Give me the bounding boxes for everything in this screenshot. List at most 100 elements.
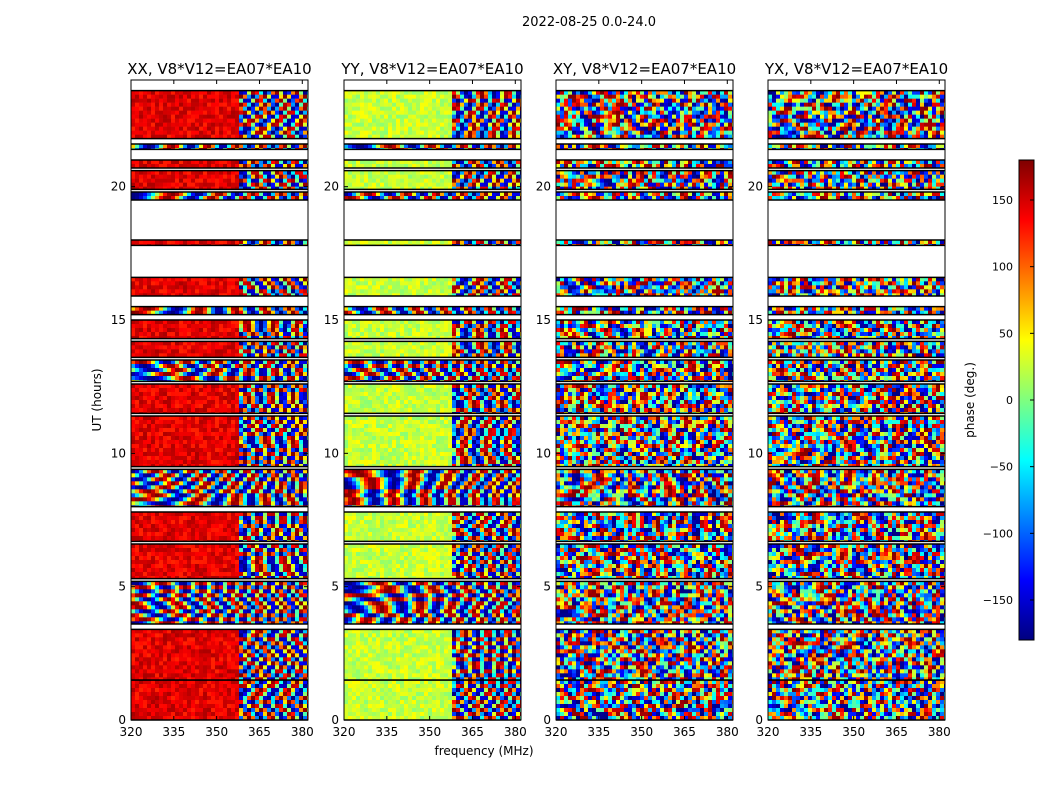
heatmap-cell [291, 613, 295, 617]
heatmap-cell [303, 428, 307, 432]
heatmap-cell [251, 560, 255, 564]
heatmap-cell [203, 424, 207, 428]
heatmap-cell [255, 536, 259, 540]
heatmap-cell [147, 440, 151, 444]
heatmap-cell [147, 568, 151, 572]
heatmap-cell [271, 444, 275, 448]
heatmap-cell [143, 708, 147, 712]
heatmap-cell [259, 633, 263, 637]
heatmap-cell [283, 428, 287, 432]
heatmap-cell [179, 637, 183, 641]
heatmap-cell [187, 593, 191, 597]
heatmap-cell [239, 601, 243, 605]
heatmap-cell [275, 708, 279, 712]
heatmap-cell [167, 536, 171, 540]
heatmap-cell [195, 661, 199, 665]
heatmap-cell [175, 653, 179, 657]
heatmap-cell [167, 593, 171, 597]
heatmap-cell [163, 568, 167, 572]
heatmap-cell [163, 637, 167, 641]
heatmap-cell [263, 669, 267, 673]
heatmap-cell [167, 617, 171, 621]
heatmap-cell [131, 568, 135, 572]
heatmap-cell [275, 692, 279, 696]
heatmap-cell [191, 428, 195, 432]
heatmap-cell [151, 669, 155, 673]
heatmap-cell [143, 704, 147, 708]
heatmap-cell [207, 609, 211, 613]
heatmap-cell [179, 528, 183, 532]
heatmap-cell [279, 440, 283, 444]
heatmap-cell [299, 637, 303, 641]
heatmap-cell [187, 708, 191, 712]
heatmap-cell [203, 657, 207, 661]
heatmap-cell [239, 564, 243, 568]
heatmap-cell [135, 444, 139, 448]
heatmap-cell [195, 424, 199, 428]
heatmap-cell [191, 520, 195, 524]
heatmap-cell [255, 493, 259, 497]
heatmap-cell [291, 489, 295, 493]
heatmap-cell [167, 420, 171, 424]
heatmap-cell [131, 444, 135, 448]
heatmap-cell [299, 692, 303, 696]
heatmap-cell [191, 440, 195, 444]
heatmap-cell [239, 444, 243, 448]
heatmap-cell [243, 609, 247, 613]
heatmap-cell [135, 568, 139, 572]
heatmap-cell [143, 452, 147, 456]
heatmap-cell [187, 700, 191, 704]
heatmap-cell [167, 489, 171, 493]
heatmap-cell [187, 436, 191, 440]
heatmap-cell [135, 548, 139, 552]
heatmap-cell [183, 696, 187, 700]
heatmap-cell [203, 704, 207, 708]
heatmap-cell [287, 432, 291, 436]
heatmap-cell [195, 700, 199, 704]
heatmap-cell [183, 661, 187, 665]
heatmap-cell [191, 501, 195, 505]
heatmap-cell [155, 481, 159, 485]
heatmap-cell [191, 516, 195, 520]
heatmap-cell [147, 637, 151, 641]
heatmap-cell [271, 428, 275, 432]
heatmap-cell [151, 665, 155, 669]
heatmap-cell [171, 568, 175, 572]
heatmap-cell [135, 688, 139, 692]
heatmap-cell [263, 440, 267, 444]
heatmap-cell [135, 520, 139, 524]
heatmap-cell [215, 528, 219, 532]
heatmap-cell [295, 501, 299, 505]
heatmap-cell [215, 489, 219, 493]
heatmap-cell [231, 589, 235, 593]
heatmap-cell [203, 637, 207, 641]
heatmap-cell [215, 481, 219, 485]
heatmap-cell [223, 617, 227, 621]
heatmap-cell [135, 712, 139, 716]
heatmap-cell [179, 473, 183, 477]
heatmap-cell [139, 665, 143, 669]
heatmap-cell [195, 460, 199, 464]
heatmap-cell [167, 645, 171, 649]
heatmap-cell [255, 460, 259, 464]
heatmap-cell [287, 589, 291, 593]
heatmap-cell [227, 673, 231, 677]
heatmap-cell [243, 520, 247, 524]
heatmap-cell [271, 708, 275, 712]
heatmap-cell [203, 669, 207, 673]
heatmap-cell [243, 524, 247, 528]
heatmap-cell [287, 688, 291, 692]
heatmap-cell [183, 424, 187, 428]
heatmap-cell [263, 477, 267, 481]
heatmap-cell [247, 536, 251, 540]
heatmap-cell [163, 493, 167, 497]
heatmap-cell [187, 649, 191, 653]
heatmap-cell [175, 564, 179, 568]
heatmap-cell [251, 436, 255, 440]
heatmap-cell [299, 649, 303, 653]
heatmap-cell [187, 452, 191, 456]
heatmap-cell [267, 712, 271, 716]
heatmap-cell [259, 613, 263, 617]
heatmap-cell [255, 568, 259, 572]
heatmap-cell [219, 637, 223, 641]
